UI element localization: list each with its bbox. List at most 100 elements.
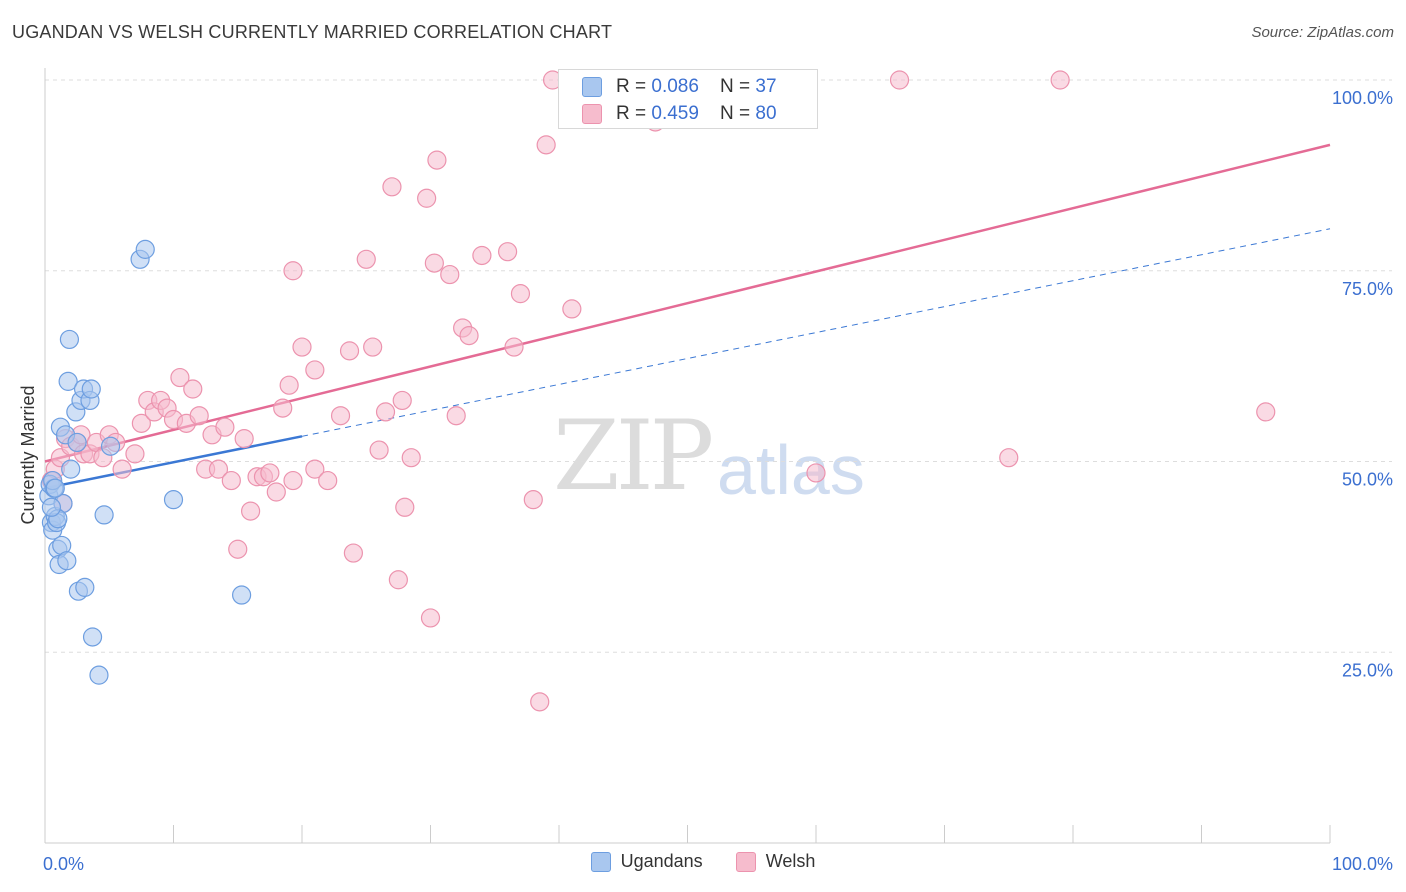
watermark-atlas: atlas: [717, 431, 865, 509]
series-legend: Ugandans Welsh: [0, 851, 1406, 877]
ugandans-point: [81, 379, 101, 399]
welsh-point: [889, 70, 910, 90]
ugandans-point: [45, 478, 65, 498]
welsh-point: [305, 459, 325, 479]
ugandans-trend-extension: [301, 228, 1331, 437]
watermark-zip: ZIP: [553, 400, 714, 512]
ugandans-point: [135, 239, 155, 259]
welsh-point: [523, 490, 543, 510]
welsh-point: [356, 249, 376, 269]
welsh-point: [266, 482, 286, 502]
grid-lines: [45, 79, 1392, 653]
welsh-point: [112, 459, 132, 479]
stats-row-welsh: R = 0.459 N = 80: [582, 102, 777, 126]
ugandans-point: [163, 490, 184, 510]
ugandans-trend-line: [44, 435, 303, 490]
welsh-trend-line: [44, 143, 1331, 463]
welsh-point: [427, 150, 447, 170]
welsh-point: [392, 390, 412, 411]
welsh-point: [183, 379, 203, 399]
trend-lines: [44, 143, 1331, 490]
welsh-point: [208, 459, 229, 479]
welsh-point: [472, 245, 492, 266]
ugandans-point: [75, 577, 95, 597]
x-tick-label-min: 0.0%: [43, 854, 84, 874]
welsh-point: [504, 337, 524, 357]
welsh-point: [369, 440, 389, 460]
welsh-point: [999, 448, 1019, 468]
ugandans-swatch: [582, 77, 602, 97]
welsh-point: [234, 429, 254, 449]
welsh-point: [530, 692, 550, 712]
welsh-point: [260, 463, 280, 483]
stats-text-welsh: R = 0.459 N = 80: [616, 103, 777, 124]
welsh-point: [189, 406, 209, 426]
welsh-point: [131, 413, 151, 433]
ugandans-point: [59, 329, 80, 350]
welsh-point: [498, 242, 518, 262]
welsh-point: [446, 406, 466, 426]
welsh-point: [440, 264, 460, 285]
welsh-point: [388, 570, 408, 590]
stats-text-ugandans: R = 0.086 N = 37: [616, 76, 777, 97]
welsh-point: [305, 360, 325, 380]
welsh-point: [343, 543, 363, 563]
welsh-point: [459, 326, 479, 346]
welsh-point: [510, 284, 531, 304]
y-tick-label: 50.0%: [1342, 470, 1393, 490]
welsh-point: [424, 253, 444, 273]
legend-item-welsh[interactable]: Welsh: [735, 851, 816, 872]
ugandans-point: [67, 432, 87, 453]
welsh-point: [536, 135, 556, 155]
welsh-point: [273, 398, 293, 418]
source-label: Source: ZipAtlas.com: [1251, 24, 1394, 41]
welsh-point: [1050, 70, 1070, 90]
ugandans-point: [61, 459, 81, 479]
welsh-point: [170, 367, 190, 388]
legend-item-ugandans[interactable]: Ugandans: [590, 851, 703, 872]
welsh-point: [395, 497, 415, 517]
ugandans-point: [57, 551, 77, 571]
ugandans-point: [100, 436, 121, 456]
welsh-point: [806, 463, 826, 483]
welsh-point: [330, 406, 351, 426]
chart-title: UGANDAN VS WELSH CURRENTLY MARRIED CORRE…: [12, 22, 613, 42]
data-points: [39, 70, 1276, 712]
welsh-point: [283, 261, 303, 281]
welsh-point: [1256, 402, 1276, 422]
stats-legend: R = 0.086 N = 37 R = 0.459 N = 80: [558, 69, 818, 129]
y-tick-label: 25.0%: [1342, 660, 1393, 680]
welsh-point: [417, 188, 437, 208]
ugandans-point: [89, 665, 109, 685]
welsh-point: [339, 341, 360, 361]
ugandans-point: [58, 371, 78, 391]
welsh-point: [401, 448, 421, 468]
legend-swatch-welsh: [735, 851, 756, 872]
welsh-point: [279, 375, 299, 395]
legend-label-welsh: Welsh: [765, 851, 816, 871]
welsh-point: [420, 608, 441, 628]
x-tick-label-max: 100.0%: [1332, 854, 1393, 874]
stats-row-ugandans: R = 0.086 N = 37: [582, 75, 777, 99]
welsh-point: [292, 337, 312, 357]
welsh-point: [363, 337, 383, 357]
welsh-point: [562, 299, 582, 319]
welsh-point: [283, 470, 303, 491]
ugandans-point: [82, 627, 103, 647]
welsh-point: [221, 470, 241, 491]
y-axis-label: Currently Married: [18, 385, 38, 524]
welsh-point: [318, 470, 338, 491]
ugandans-point: [232, 585, 252, 605]
welsh-point: [375, 402, 396, 422]
y-tick-label: 75.0%: [1342, 279, 1393, 299]
legend-swatch-ugandans: [590, 851, 611, 872]
legend-label-ugandans: Ugandans: [620, 851, 703, 871]
axes: [44, 68, 1331, 844]
ugandans-point: [94, 505, 114, 525]
ugandans-point: [41, 497, 62, 517]
y-tick-label: 100.0%: [1332, 88, 1393, 108]
welsh-point: [125, 444, 145, 464]
tick-labels: 25.0% 50.0% 75.0% 100.0% 0.0% 100.0%: [43, 88, 1393, 874]
welsh-point: [215, 417, 235, 437]
